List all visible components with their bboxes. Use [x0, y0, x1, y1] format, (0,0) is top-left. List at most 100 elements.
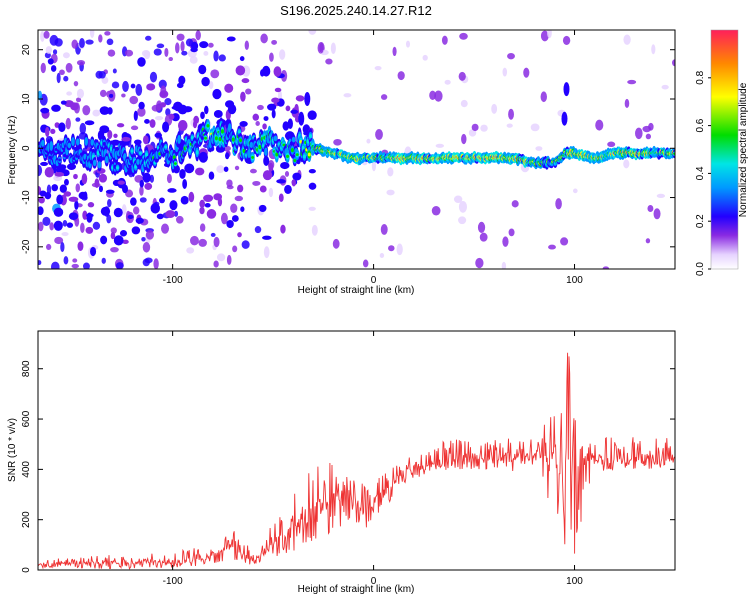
- spectrogram-noise-blob: [75, 97, 82, 103]
- spectrogram-noise-blob: [330, 42, 336, 55]
- spectrogram-noise-blob: [651, 44, 656, 55]
- spectrogram-cluster-blob: [292, 172, 302, 181]
- spectrogram-noise-blob: [38, 260, 42, 266]
- spectrogram-noise-blob: [62, 52, 70, 59]
- spectrogram-cluster-blob: [38, 196, 45, 204]
- spectrogram-ridge-core: [105, 158, 109, 162]
- spectrogram-noise-blob: [458, 200, 468, 213]
- spectrogram-noise-blob: [311, 224, 318, 236]
- spectrogram-cluster-blob: [66, 163, 77, 170]
- spectrogram-cluster-blob: [183, 106, 193, 113]
- spectrogram-cluster-blob: [107, 130, 113, 140]
- spectrogram-ridge-core: [275, 152, 279, 157]
- spectrogram-noise-blob: [43, 30, 50, 39]
- spectrogram-noise-blob: [560, 237, 569, 246]
- spectrogram-cluster-blob: [156, 213, 164, 220]
- spectrogram-noise-blob: [121, 204, 127, 215]
- spectrogram-x-ticks: -100 0 100: [163, 30, 583, 286]
- spectrogram-noise-blob: [343, 93, 352, 98]
- spectrogram-noise-blob: [471, 123, 479, 132]
- spectrogram-ridge-core: [237, 130, 241, 134]
- spectrogram-cluster-blob: [47, 58, 54, 65]
- spectrogram-noise-blob: [51, 261, 60, 269]
- spectrogram-noise-blob: [645, 238, 651, 244]
- spectrogram-noise-blob: [380, 224, 388, 235]
- spectrogram-noise-blob: [99, 89, 107, 98]
- spectrogram-cluster-blob: [113, 133, 118, 138]
- spectrogram-cluster-blob: [263, 155, 270, 166]
- spectrogram-noise-blob: [101, 76, 109, 84]
- colorbar-tick-label: 0.2: [695, 214, 706, 228]
- spectrogram-cluster-blob: [237, 232, 242, 238]
- spectrogram-cluster-blob: [307, 110, 317, 121]
- spectrogram-ridge-core: [67, 144, 71, 147]
- spectrogram-noise-blob: [379, 252, 385, 258]
- spectrogram-noise-blob: [386, 189, 395, 196]
- spectrogram-noise-blob: [141, 50, 151, 57]
- spectrogram-cluster-blob: [133, 110, 138, 121]
- spectrogram-noise-blob: [164, 98, 172, 106]
- spectrogram-cluster-blob: [105, 189, 115, 194]
- spectrogram-noise-blob: [72, 258, 78, 263]
- spectrogram-noise-blob: [444, 79, 451, 85]
- spectrogram-cluster-blob: [217, 197, 223, 207]
- spectrogram-noise-blob: [189, 56, 198, 64]
- spectrogram-noise-blob: [268, 187, 274, 198]
- spectrogram-noise-blob: [60, 241, 65, 253]
- spectrogram-x-tick-label: -100: [163, 275, 183, 286]
- spectrogram-ridge-core: [290, 147, 294, 153]
- snr-y-tick-label: 400: [21, 461, 32, 478]
- spectrogram-noise-blob: [530, 123, 540, 132]
- spectrogram-ridge-core: [83, 155, 87, 159]
- spectrogram-cluster-blob: [121, 136, 131, 142]
- spectrogram-noise-blob: [133, 206, 140, 215]
- spectrogram-x-tick-label: 100: [566, 275, 583, 286]
- spectrogram-noise-blob: [40, 62, 46, 74]
- snr-y-axis-label: SNR (10 * v/v): [7, 418, 18, 482]
- spectrogram-noise-blob: [535, 146, 543, 151]
- spectrogram-noise-blob: [95, 70, 103, 79]
- spectrogram-cluster-blob: [45, 126, 50, 137]
- spectrogram-noise-blob: [241, 240, 250, 249]
- spectrogram-cluster-blob: [94, 178, 100, 189]
- spectrogram-noise-blob: [218, 54, 226, 62]
- spectrogram-cluster-blob: [212, 88, 222, 100]
- spectrogram-y-ticks: -20 -10 0 10 20: [21, 44, 675, 254]
- spectrogram-noise-blob: [271, 39, 278, 45]
- spectrogram-cluster-blob: [137, 57, 146, 67]
- spectrogram-noise-blob: [107, 49, 116, 57]
- spectrogram-frame: [37, 29, 676, 270]
- spectrogram-ridge-core: [138, 151, 142, 155]
- spectrogram-noise-blob: [397, 71, 405, 81]
- spectrogram-noise-blob: [137, 107, 146, 117]
- spectrogram-noise-blob: [210, 69, 220, 79]
- spectrogram-noise-blob: [145, 35, 152, 41]
- spectrogram-cluster-blob: [271, 109, 276, 119]
- spectrogram-noise-blob: [460, 99, 468, 108]
- spectrogram-noise-blob: [65, 62, 73, 73]
- spectrogram-noise-blob: [156, 43, 165, 49]
- spectrogram-cluster-blob: [223, 166, 229, 172]
- spectrogram-cluster-blob: [57, 164, 67, 170]
- spectrogram-noise-blob: [607, 141, 616, 148]
- spectrogram-cluster-blob: [154, 132, 163, 138]
- spectrogram-cluster-blob: [226, 36, 236, 42]
- spectrogram-cluster-blob: [159, 102, 167, 108]
- spectrogram-noise-blob: [71, 263, 79, 269]
- colorbar-gradient: [711, 30, 738, 269]
- spectrogram-noise-blob: [195, 30, 201, 41]
- spectrogram-cluster-blob: [295, 95, 305, 102]
- spectrogram-cluster-blob: [226, 219, 234, 229]
- snr-x-tick-label: -100: [163, 576, 183, 587]
- spectrogram-cluster-blob: [98, 173, 108, 183]
- spectrogram-cluster-blob: [162, 121, 170, 133]
- spectrogram-cluster-blob: [81, 173, 88, 185]
- spectrogram-y-tick-label: 0: [21, 145, 32, 151]
- spectrogram-noise-blob: [85, 39, 94, 45]
- spectrogram-cluster-blob: [278, 193, 284, 203]
- spectrogram-noise-blob: [89, 30, 95, 38]
- spectrogram-ridge-core: [134, 165, 138, 169]
- spectrogram-noise-blob: [115, 262, 124, 269]
- spectrogram-noise-blob: [502, 236, 509, 247]
- spectrogram-noise-blob: [199, 223, 206, 232]
